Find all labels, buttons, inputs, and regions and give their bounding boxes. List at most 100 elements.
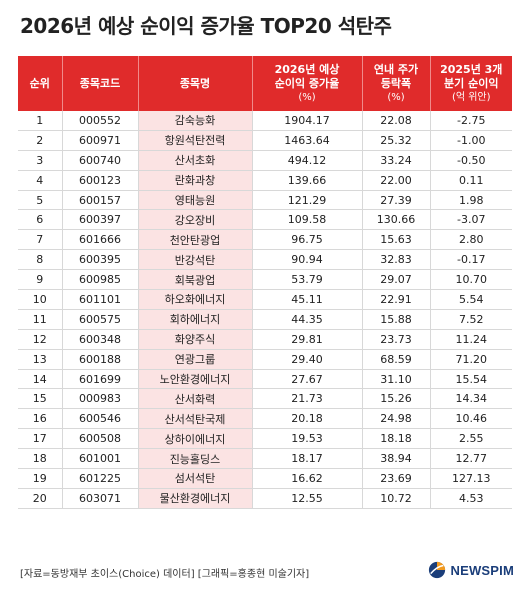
code-cell: 601001 bbox=[61, 448, 138, 470]
rank-cell: 18 bbox=[18, 448, 62, 470]
growth-cell: 109.58 bbox=[251, 209, 362, 231]
stock-name-cell: 영태능원 bbox=[137, 190, 252, 211]
table-row: 12 600348 화양주식 29.81 23.73 11.24 bbox=[18, 329, 512, 350]
rank-cell: 3 bbox=[18, 150, 62, 171]
price-change-cell: 25.32 bbox=[361, 130, 430, 151]
price-change-cell: 31.10 bbox=[361, 369, 430, 390]
growth-cell: 45.11 bbox=[251, 289, 362, 310]
price-change-cell: 33.24 bbox=[361, 150, 430, 171]
price-change-cell: 130.66 bbox=[361, 209, 430, 231]
stock-name-cell: 반강석탄 bbox=[137, 249, 252, 271]
stock-name-cell: 진능홀딩스 bbox=[137, 448, 252, 470]
price-change-cell: 23.69 bbox=[361, 468, 430, 489]
rank-cell: 7 bbox=[18, 229, 62, 251]
price-change-cell: 23.73 bbox=[361, 329, 430, 350]
table-row: 13 600188 연광그룹 29.40 68.59 71.20 bbox=[18, 349, 512, 370]
table-row: 7 601666 천안탄광업 96.75 15.63 2.80 bbox=[18, 229, 512, 251]
table-row: 19 601225 섬서석탄 16.62 23.69 127.13 bbox=[18, 468, 512, 489]
rank-cell: 1 bbox=[18, 111, 62, 131]
newspim-logo-icon bbox=[429, 561, 446, 579]
stock-name-cell: 화양주식 bbox=[137, 329, 252, 350]
growth-cell: 44.35 bbox=[251, 309, 362, 330]
source-credit: [자료=동방재부 초이스(Choice) 데이터] [그래픽=홍종현 미술기자] bbox=[20, 569, 310, 580]
code-cell: 601225 bbox=[61, 468, 138, 489]
growth-cell: 494.12 bbox=[251, 150, 362, 171]
growth-cell: 96.75 bbox=[251, 229, 362, 251]
table-row: 10 601101 하오화에너지 45.11 22.91 5.54 bbox=[18, 289, 512, 310]
q3-profit-cell: 0.11 bbox=[429, 170, 512, 191]
code-cell: 600546 bbox=[61, 408, 138, 430]
q3-profit-cell: -3.07 bbox=[429, 209, 512, 231]
price-change-cell: 22.91 bbox=[361, 289, 430, 310]
logo-text: NEWSPIM bbox=[450, 562, 514, 578]
code-cell: 600188 bbox=[61, 349, 138, 370]
growth-cell: 27.67 bbox=[251, 369, 362, 390]
table-header-row: 순위 종목코드 종목명 2026년 예상 순이익 증가율 (%) 연내 주가 등… bbox=[18, 56, 512, 111]
table-row: 16 600546 산서석탄국제 20.18 24.98 10.46 bbox=[18, 408, 512, 430]
price-change-cell: 38.94 bbox=[361, 448, 430, 470]
code-cell: 601699 bbox=[61, 369, 138, 390]
rank-cell: 19 bbox=[18, 468, 62, 489]
q3-profit-cell: 127.13 bbox=[429, 468, 512, 489]
growth-cell: 18.17 bbox=[251, 448, 362, 470]
table-row: 14 601699 노안환경에너지 27.67 31.10 15.54 bbox=[18, 369, 512, 390]
q3-profit-cell: 7.52 bbox=[429, 309, 512, 330]
q3-profit-cell: 12.77 bbox=[429, 448, 512, 470]
price-change-cell: 15.63 bbox=[361, 229, 430, 251]
growth-cell: 90.94 bbox=[251, 249, 362, 271]
q3-profit-cell: 4.53 bbox=[429, 488, 512, 509]
code-cell: 600397 bbox=[61, 209, 138, 231]
rank-cell: 16 bbox=[18, 408, 62, 430]
rank-cell: 17 bbox=[18, 428, 62, 450]
growth-cell: 21.73 bbox=[251, 388, 362, 410]
price-change-cell: 22.08 bbox=[361, 111, 430, 131]
stock-name-cell: 회하에너지 bbox=[137, 309, 252, 330]
table-row: 20 603071 물산환경에너지 12.55 10.72 4.53 bbox=[18, 488, 512, 509]
stock-name-cell: 감숙능화 bbox=[137, 111, 252, 131]
growth-cell: 19.53 bbox=[251, 428, 362, 450]
price-change-cell: 10.72 bbox=[361, 488, 430, 509]
q3-profit-cell: 15.54 bbox=[429, 369, 512, 390]
growth-cell: 1904.17 bbox=[251, 111, 362, 131]
stock-name-cell: 산서석탄국제 bbox=[137, 408, 252, 430]
data-table: 순위 종목코드 종목명 2026년 예상 순이익 증가율 (%) 연내 주가 등… bbox=[18, 56, 512, 509]
code-cell: 600575 bbox=[61, 309, 138, 330]
stock-name-cell: 항원석탄전력 bbox=[137, 130, 252, 151]
growth-cell: 121.29 bbox=[251, 190, 362, 211]
q3-profit-cell: 1.98 bbox=[429, 190, 512, 211]
price-change-cell: 22.00 bbox=[361, 170, 430, 191]
table-row: 11 600575 회하에너지 44.35 15.88 7.52 bbox=[18, 309, 512, 330]
rank-cell: 11 bbox=[18, 309, 62, 330]
code-cell: 601666 bbox=[61, 229, 138, 251]
rank-cell: 6 bbox=[18, 209, 62, 231]
q3-profit-cell: 10.70 bbox=[429, 269, 512, 291]
code-cell: 600395 bbox=[61, 249, 138, 271]
header-rank: 순위 bbox=[18, 56, 62, 111]
stock-name-cell: 란화과창 bbox=[137, 170, 252, 191]
code-cell: 600348 bbox=[61, 329, 138, 350]
stock-name-cell: 산서화력 bbox=[137, 388, 252, 410]
header-growth: 2026년 예상 순이익 증가율 (%) bbox=[251, 56, 362, 111]
code-cell: 603071 bbox=[61, 488, 138, 509]
price-change-cell: 32.83 bbox=[361, 249, 430, 271]
growth-cell: 1463.64 bbox=[251, 130, 362, 151]
q3-profit-cell: 10.46 bbox=[429, 408, 512, 430]
rank-cell: 2 bbox=[18, 130, 62, 151]
q3-profit-cell: -1.00 bbox=[429, 130, 512, 151]
code-cell: 600508 bbox=[61, 428, 138, 450]
header-q3-profit: 2025년 3개 분기 순이익 (억 위안) bbox=[429, 56, 512, 111]
table-row: 1 000552 감숙능화 1904.17 22.08 -2.75 bbox=[18, 111, 512, 131]
page-title: 2026년 예상 순이익 증가율 TOP20 석탄주 bbox=[20, 14, 392, 38]
q3-profit-cell: 2.80 bbox=[429, 229, 512, 251]
price-change-cell: 15.26 bbox=[361, 388, 430, 410]
growth-cell: 139.66 bbox=[251, 170, 362, 191]
newspim-logo: NEWSPIM bbox=[428, 561, 514, 579]
table-row: 4 600123 란화과창 139.66 22.00 0.11 bbox=[18, 170, 512, 191]
table-row: 18 601001 진능홀딩스 18.17 38.94 12.77 bbox=[18, 448, 512, 470]
stock-name-cell: 회북광업 bbox=[137, 269, 252, 291]
price-change-cell: 29.07 bbox=[361, 269, 430, 291]
price-change-cell: 15.88 bbox=[361, 309, 430, 330]
code-cell: 601101 bbox=[61, 289, 138, 310]
stock-name-cell: 강오장비 bbox=[137, 209, 252, 231]
growth-cell: 29.81 bbox=[251, 329, 362, 350]
